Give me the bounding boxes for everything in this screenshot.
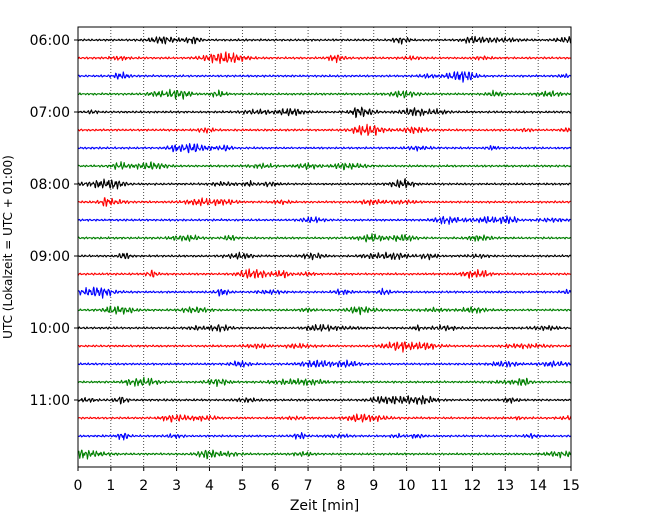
seismogram-trace [77,51,572,65]
x-tick-label: 3 [172,478,181,494]
x-tick-label: 8 [336,478,345,494]
x-axis: 0 1 2 3 4 5 6 7 8 9 10 11 12 13 14 15 [74,467,580,494]
x-tick-label: 12 [463,478,481,494]
x-tick-label: 1 [106,478,115,494]
seismogram-trace [77,215,572,225]
seismogram-trace [77,161,572,171]
seismogram-trace [77,197,572,207]
x-tick-label: 9 [369,478,378,494]
x-tick-label: 11 [431,478,449,494]
x-tick-label: 14 [529,478,547,494]
seismogram-trace [77,178,572,190]
seismogram-trace [77,123,572,136]
x-tick-label: 13 [496,478,514,494]
seismogram-trace [77,395,572,405]
seismogram-trace [77,233,572,243]
seismogram-trace [77,431,572,441]
seismogram-trace [77,268,572,279]
seismogram-trace [77,323,572,333]
y-tick-label: 09:00 [30,249,70,265]
seismogram-trace [77,106,572,119]
seismogram-trace [77,143,572,154]
x-tick-label: 0 [74,478,83,494]
y-tick-label: 06:00 [30,33,70,49]
x-tick-label: 15 [562,478,580,494]
seismogram-trace [77,413,572,423]
seismogram-trace [77,88,572,100]
y-tick-label: 11:00 [30,393,70,409]
seismogram-trace [77,35,572,45]
seismogram-trace [77,305,572,316]
x-tick-label: 4 [205,478,214,494]
seismogram-trace [77,359,572,368]
y-axis: 06:00 07:00 08:00 09:00 10:00 11:00 [30,33,78,409]
grid-lines [110,27,539,467]
x-axis-label: Zeit [min] [290,498,359,514]
x-tick-label: 7 [304,478,313,494]
x-tick-label: 2 [139,478,148,494]
seismogram-trace [77,341,572,353]
y-tick-label: 07:00 [30,105,70,121]
y-tick-label: 08:00 [30,177,70,193]
y-axis-label: UTC (Lokalzeit = UTC + 01:00) [1,155,15,339]
seismogram-trace [77,376,572,388]
seismogram-trace [77,251,572,261]
y-tick-label: 10:00 [30,321,70,337]
x-tick-label: 5 [238,478,247,494]
trace-group [77,35,572,460]
plot-frame [77,26,572,468]
x-tick-label: 6 [271,478,280,494]
seismogram-trace [77,71,572,83]
seismogram-trace [77,449,572,460]
seismogram-trace [77,286,572,299]
x-tick-label: 10 [398,478,416,494]
